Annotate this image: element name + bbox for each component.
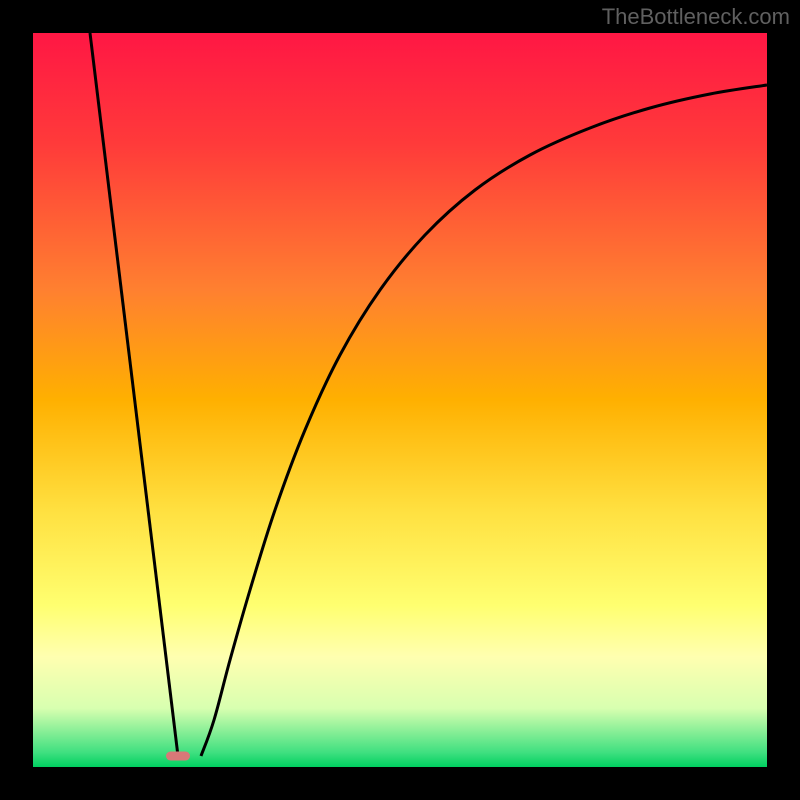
chart-background — [33, 33, 767, 767]
chart-container: TheBottleneck.com — [0, 0, 800, 800]
watermark-text: TheBottleneck.com — [602, 4, 790, 30]
bottleneck-chart — [0, 0, 800, 800]
bottleneck-marker — [166, 752, 190, 761]
